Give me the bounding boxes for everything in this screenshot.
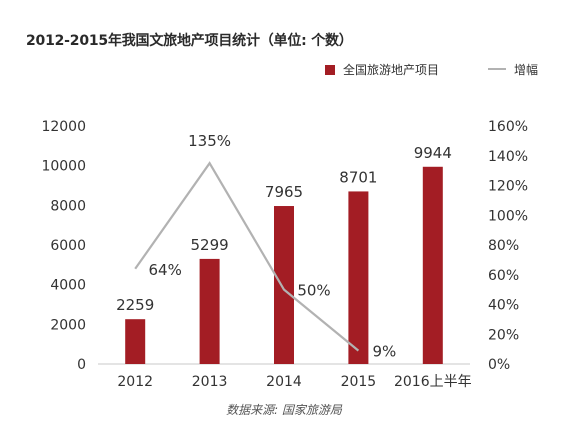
y-left-tick-label: 0 — [77, 357, 86, 373]
growth-line — [134, 161, 360, 352]
x-tick-label: 2014 — [266, 374, 302, 390]
y-right-tick-label: 40% — [488, 298, 519, 314]
y-right-tick-label: 100% — [488, 208, 528, 224]
legend-line-swatch — [488, 68, 506, 70]
bar — [422, 166, 443, 364]
y-left-tick-label: 2000 — [50, 317, 86, 333]
y-right-tick-label: 120% — [488, 179, 528, 195]
source-note: 数据来源: 国家旅游局 — [226, 403, 342, 417]
x-tick-label: 2013 — [192, 374, 228, 390]
growth-value-label: 9% — [373, 343, 397, 361]
x-tick-label: 2016上半年 — [394, 374, 472, 390]
legend-item-bar: 全国旅游地产项目 — [325, 61, 439, 78]
y-left-tick-label: 8000 — [50, 198, 86, 214]
bar — [125, 319, 146, 364]
x-tick-label: 2012 — [117, 374, 153, 390]
y-left-tick-label: 10000 — [41, 159, 86, 175]
bar-value-label: 7965 — [265, 183, 303, 201]
growth-value-label: 135% — [188, 132, 231, 150]
bar-value-label: 9944 — [414, 144, 452, 162]
bar — [348, 191, 369, 364]
legend-bar-swatch — [325, 65, 335, 75]
bar-value-label: 8701 — [339, 168, 377, 186]
y-left-tick-label: 4000 — [50, 278, 86, 294]
y-right-tick-label: 20% — [488, 327, 519, 343]
chart-title: 2012-2015年我国文旅地产项目统计（单位: 个数） — [26, 33, 353, 49]
y-left-tick-label: 6000 — [50, 238, 86, 254]
bar — [199, 258, 220, 364]
y-right-tick-label: 160% — [488, 119, 528, 135]
y-right-tick-label: 60% — [488, 268, 519, 284]
growth-value-label: 64% — [149, 261, 182, 279]
x-tick-label: 2015 — [341, 374, 377, 390]
y-right-tick-label: 0% — [488, 357, 510, 373]
y-left-tick-label: 12000 — [41, 119, 86, 135]
legend-item-line: 增幅 — [488, 61, 538, 78]
growth-value-label: 50% — [297, 282, 330, 300]
y-right-tick-label: 140% — [488, 149, 528, 165]
bar-value-label: 5299 — [191, 236, 229, 254]
bar-value-label: 2259 — [116, 296, 154, 314]
y-right-tick-label: 80% — [488, 238, 519, 254]
bar — [274, 206, 294, 364]
legend-line-label: 增幅 — [514, 63, 539, 77]
legend-bar-label: 全国旅游地产项目 — [343, 63, 440, 77]
